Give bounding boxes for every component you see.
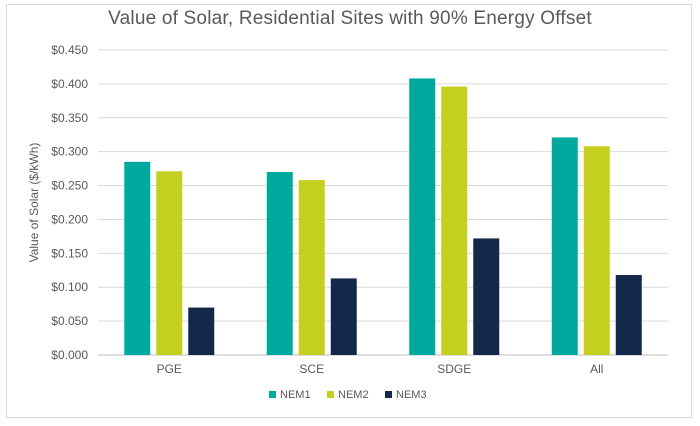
bar-nem1-all	[551, 137, 578, 355]
bar-nem2-sdge	[441, 86, 468, 355]
bar-nem1-sce	[266, 172, 293, 355]
bar-nem2-pge	[156, 171, 183, 355]
x-tick-label: All	[590, 362, 603, 376]
x-tick-label: PGE	[157, 362, 182, 376]
bar-nem2-sce	[298, 180, 325, 355]
y-tick-label: $0.150	[51, 246, 88, 260]
bar-nem3-pge	[188, 307, 215, 355]
y-axis-label: Value of Solar ($/kWh)	[27, 143, 41, 263]
bar-nem2-all	[583, 146, 610, 355]
y-tick-label: $0.300	[51, 145, 88, 159]
bar-nem3-sce	[330, 278, 357, 355]
x-tick-label: SDGE	[437, 362, 471, 376]
bar-nem1-sdge	[409, 78, 436, 355]
y-tick-label: $0.050	[51, 314, 88, 328]
y-tick-label: $0.400	[51, 77, 88, 91]
y-tick-label: $0.000	[51, 348, 88, 362]
legend-swatch-nem3	[385, 391, 392, 398]
y-tick-label: $0.450	[51, 43, 88, 57]
legend-swatch-nem1	[269, 391, 276, 398]
legend-label-nem3: NEM3	[396, 389, 427, 401]
bar-nem3-sdge	[473, 238, 500, 355]
chart-title: Value of Solar, Residential Sites with 9…	[108, 8, 592, 29]
bar-nem1-pge	[124, 161, 151, 355]
legend-label-nem1: NEM1	[280, 389, 311, 401]
legend-swatch-nem2	[327, 391, 334, 398]
y-tick-label: $0.250	[51, 179, 88, 193]
y-tick-label: $0.350	[51, 111, 88, 125]
legend-label-nem2: NEM2	[338, 389, 369, 401]
x-tick-label: SCE	[299, 362, 324, 376]
y-tick-label: $0.200	[51, 212, 88, 226]
bar-nem3-all	[615, 275, 642, 355]
y-tick-label: $0.100	[51, 280, 88, 294]
